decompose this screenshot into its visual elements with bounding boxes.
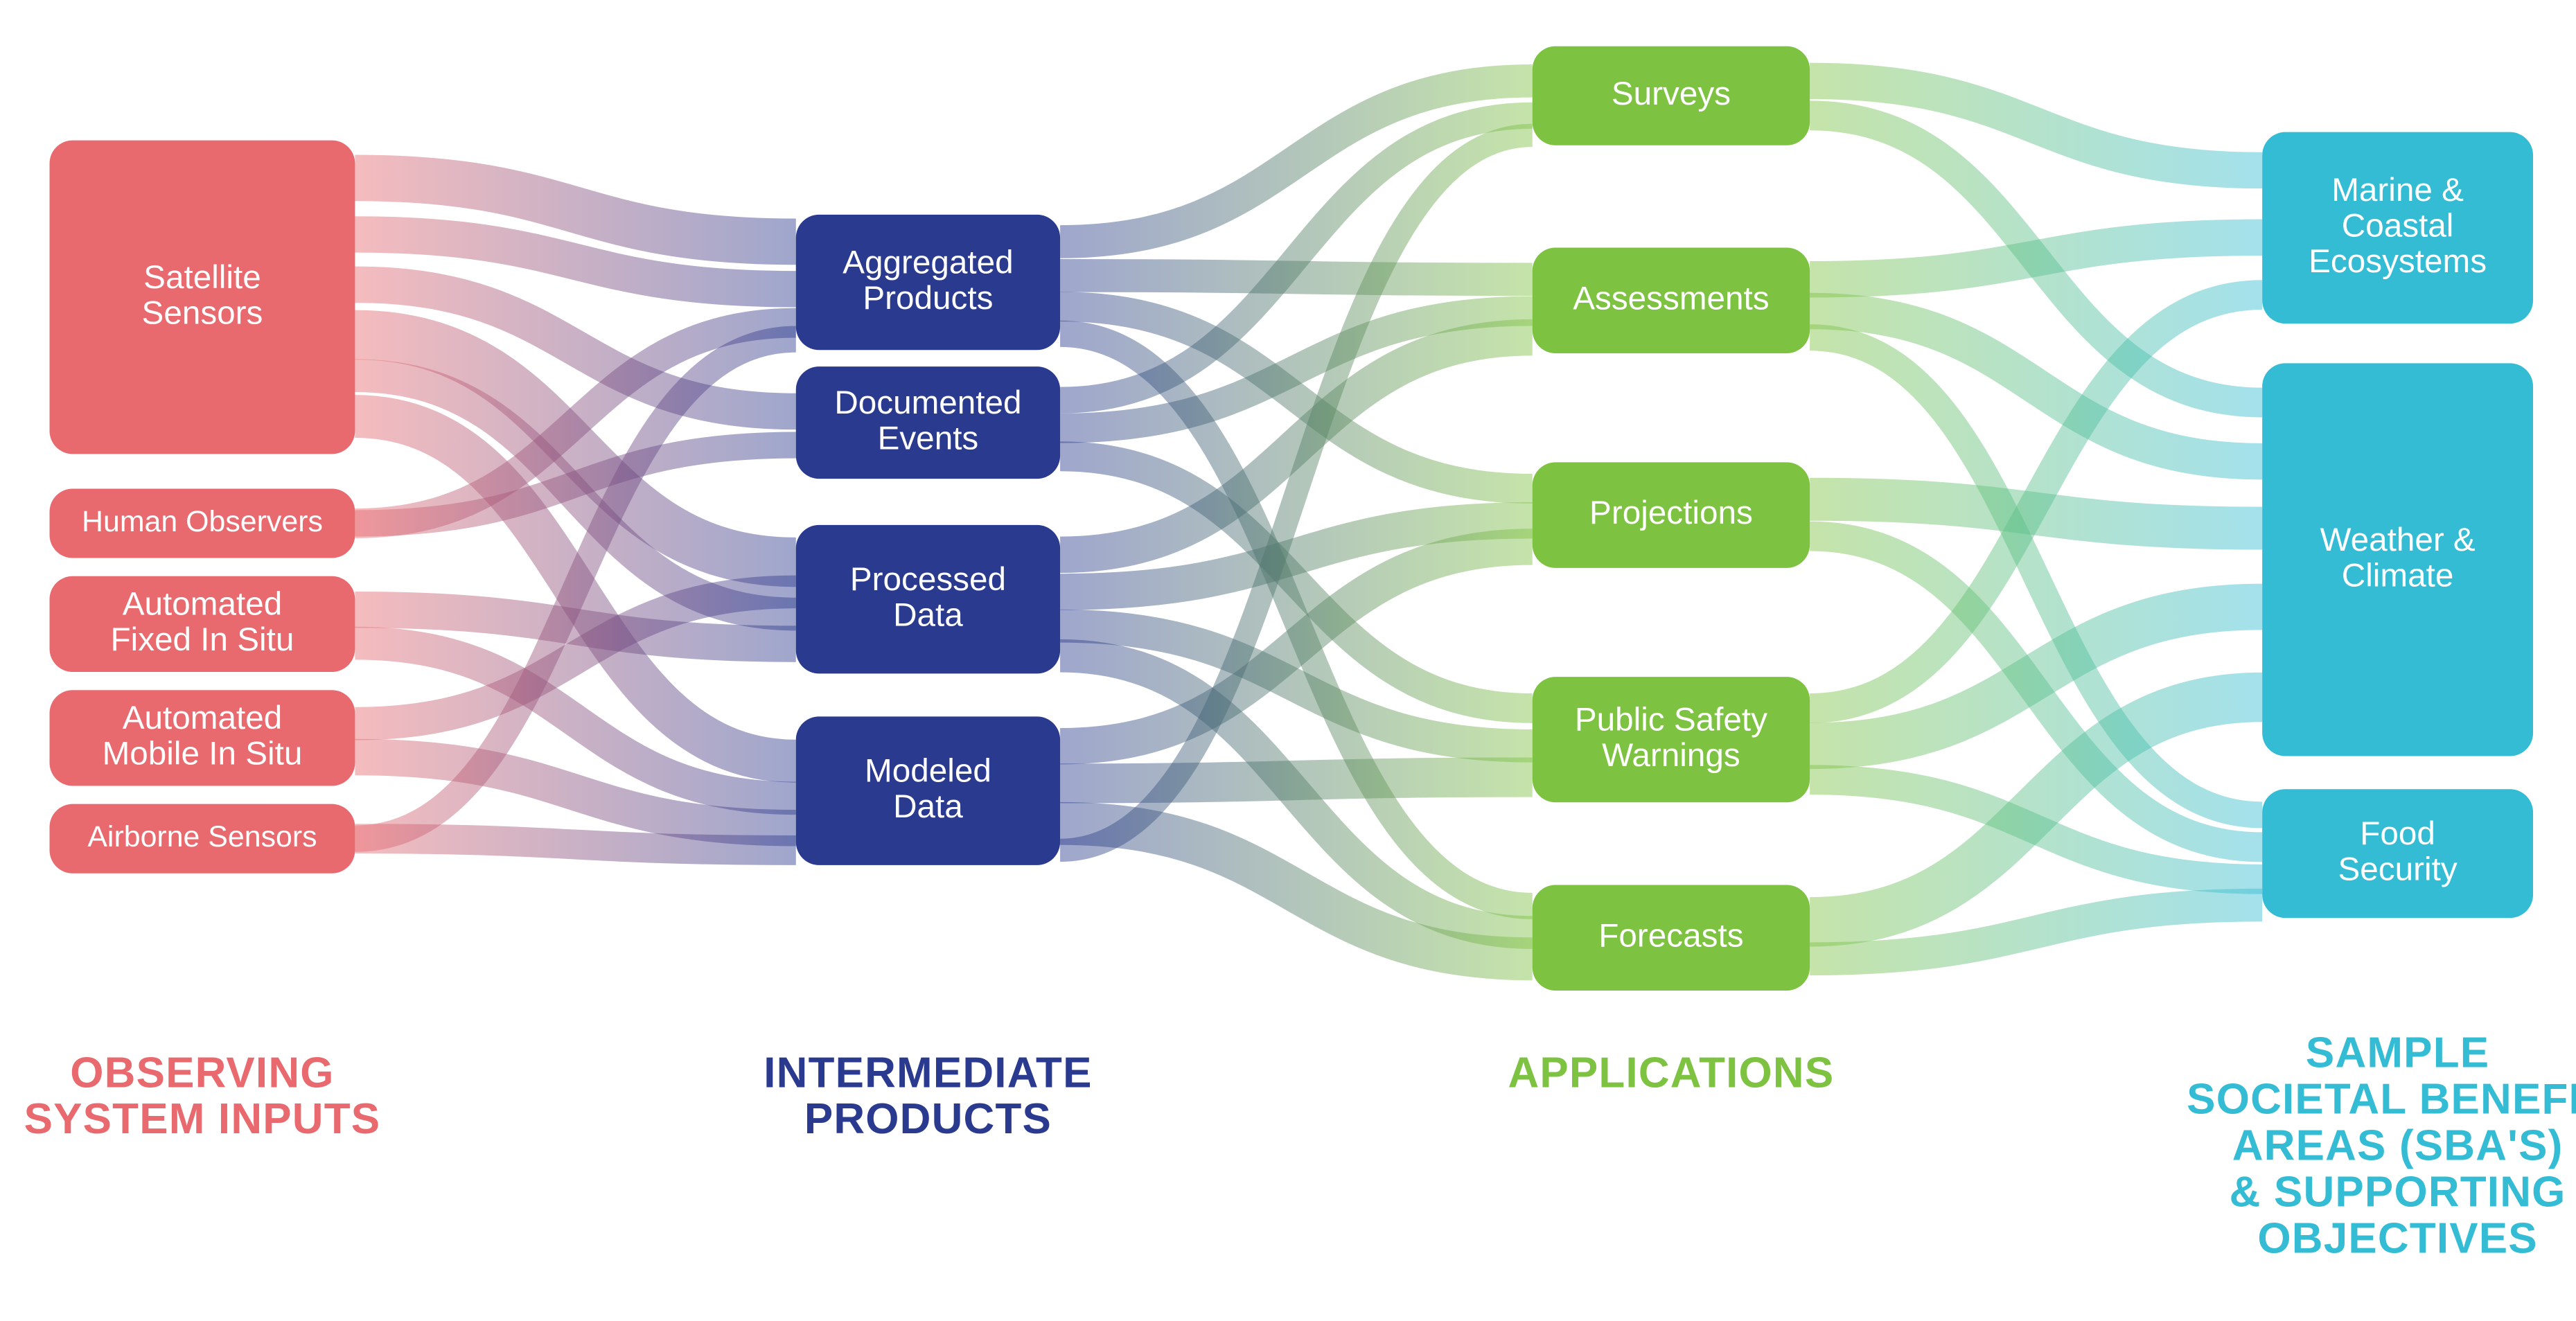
node-doc: DocumentedEvents	[796, 366, 1060, 479]
column-label-inputs: SYSTEM INPUTS	[24, 1095, 381, 1143]
node-asse: Assessments	[1533, 247, 1810, 353]
node-proc: ProcessedData	[796, 525, 1060, 673]
node-label-air: Airborne Sensors	[87, 820, 317, 853]
node-label-proc: Data	[893, 596, 963, 633]
flow-air-to-mod	[355, 839, 795, 851]
node-label-food: Security	[2338, 851, 2458, 888]
node-fore: Forecasts	[1533, 885, 1810, 991]
node-afix: AutomatedFixed In Situ	[50, 576, 355, 672]
node-air: Airborne Sensors	[50, 804, 355, 874]
node-label-proc: Processed	[850, 561, 1006, 598]
node-label-afix: Automated	[123, 586, 283, 623]
node-label-amob: Automated	[123, 700, 283, 736]
node-label-afix: Fixed In Situ	[111, 621, 294, 658]
column-label-sba: SOCIETAL BENEFIT	[2187, 1076, 2576, 1124]
column-label-sba: SAMPLE	[2306, 1029, 2489, 1077]
node-warn: Public SafetyWarnings	[1533, 677, 1810, 802]
sankey-svg: SatelliteSensors Human Observers Automated…	[0, 0, 2576, 1321]
node-label-weather: Climate	[2342, 557, 2454, 594]
sankey-diagram: SatelliteSensors Human Observers Automated…	[0, 0, 2576, 1321]
node-label-fore: Forecasts	[1598, 917, 1743, 954]
node-label-proj: Projections	[1589, 495, 1753, 531]
column-label-products: INTERMEDIATE	[764, 1049, 1092, 1097]
node-weather: Weather &Climate	[2262, 363, 2533, 756]
node-label-doc: Events	[878, 420, 979, 456]
node-sat: SatelliteSensors	[50, 141, 355, 454]
node-label-agg: Aggregated	[843, 244, 1013, 281]
node-label-amob: Mobile In Situ	[103, 736, 303, 772]
column-label-apps: APPLICATIONS	[1508, 1049, 1834, 1097]
node-label-marine: Ecosystems	[2309, 243, 2487, 280]
node-label-asse: Assessments	[1573, 280, 1769, 317]
column-label-sba: OBJECTIVES	[2257, 1214, 2537, 1262]
node-surv: Surveys	[1533, 46, 1810, 145]
node-label-mod: Modeled	[865, 752, 991, 789]
node-label-marine: Marine &	[2331, 172, 2464, 209]
node-mod: ModeledData	[796, 716, 1060, 865]
node-label-marine: Coastal	[2342, 207, 2454, 244]
node-label-doc: Documented	[834, 384, 1021, 421]
node-amob: AutomatedMobile In Situ	[50, 690, 355, 786]
node-label-food: Food	[2360, 815, 2435, 852]
node-agg: AggregatedProducts	[796, 215, 1060, 350]
node-label-warn: Public Safety	[1575, 702, 1767, 738]
column-label-inputs: OBSERVING	[70, 1049, 334, 1097]
node-label-agg: Products	[863, 280, 993, 317]
node-label-surv: Surveys	[1612, 76, 1731, 112]
node-label-human: Human Observers	[82, 505, 323, 538]
node-label-sat: Sensors	[142, 294, 263, 331]
node-label-warn: Warnings	[1602, 737, 1740, 774]
node-proj: Projections	[1533, 462, 1810, 568]
node-food: FoodSecurity	[2262, 789, 2533, 918]
node-marine: Marine &CoastalEcosystems	[2262, 132, 2533, 323]
flow-mod-to-warn	[1060, 777, 1533, 783]
column-label-products: PRODUCTS	[804, 1095, 1052, 1143]
column-label-sba: & SUPPORTING	[2230, 1168, 2566, 1216]
node-label-sat: Satellite	[143, 259, 261, 296]
node-label-weather: Weather &	[2320, 522, 2475, 558]
node-human: Human Observers	[50, 488, 355, 558]
node-label-mod: Data	[893, 788, 963, 825]
column-label-sba: AREAS (SBA'S)	[2232, 1122, 2564, 1170]
